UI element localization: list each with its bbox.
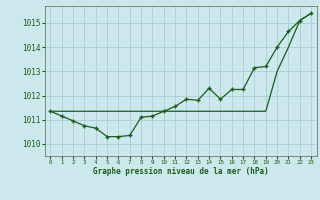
X-axis label: Graphe pression niveau de la mer (hPa): Graphe pression niveau de la mer (hPa)	[93, 167, 269, 176]
